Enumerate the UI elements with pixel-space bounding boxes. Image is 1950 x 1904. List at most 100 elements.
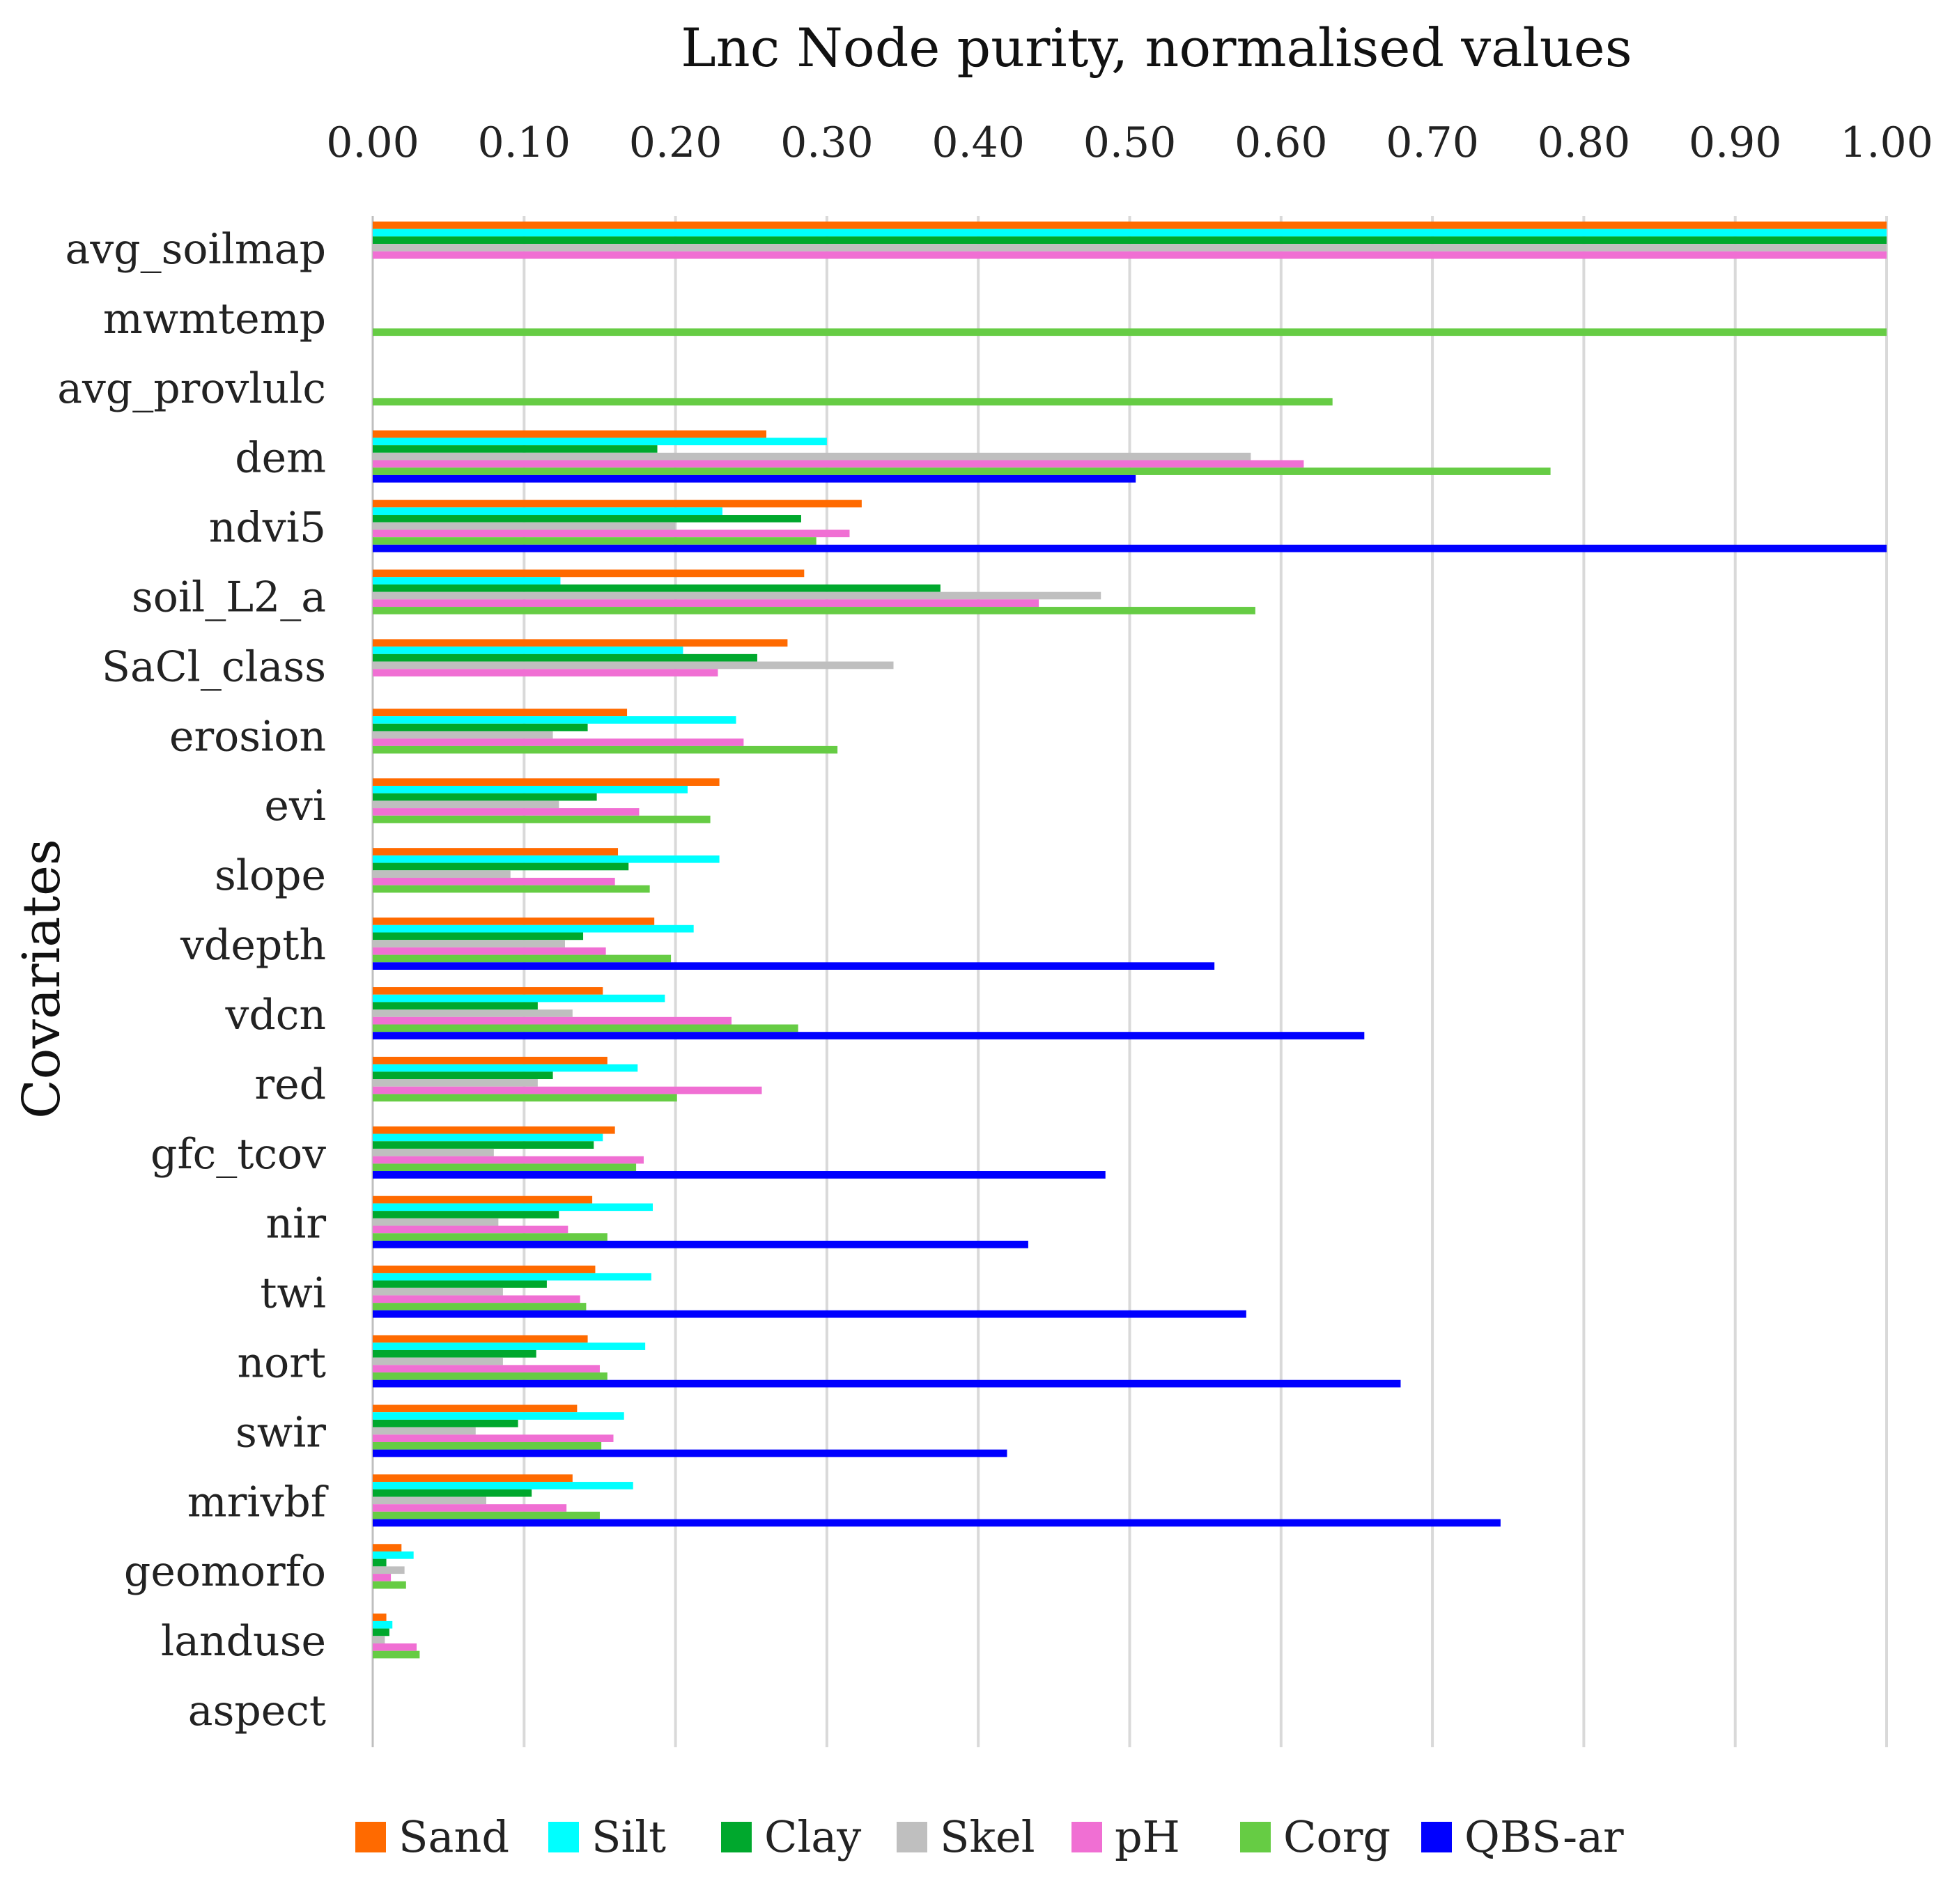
bar-ph-erosion [373, 738, 744, 746]
bar-silt-landuse [373, 1620, 393, 1629]
bar-sand-nort [373, 1335, 588, 1343]
bar-ph-ndvi5 [373, 529, 850, 538]
bar-clay-twi [373, 1280, 547, 1288]
bar-clay-avg-soilmap [373, 236, 1887, 245]
bars [373, 222, 1887, 1659]
bar-sand-geomorfo [373, 1544, 402, 1551]
bar-corg-nir [373, 1233, 608, 1241]
bar-ph-nir [373, 1225, 568, 1234]
category-label: evi [264, 782, 326, 830]
bar-silt-red [373, 1064, 638, 1072]
bar-skel-slope [373, 870, 511, 878]
x-axis-ticks: 0.00 0.10 0.20 0.30 0.40 0.50 0.60 0.70 0.80 0.90… [326, 118, 1933, 167]
bar-corg-erosion [373, 745, 838, 754]
bar-clay-nort [373, 1349, 536, 1358]
bar-ph-soil-l2-a [373, 599, 1039, 607]
bar-corg-twi [373, 1303, 587, 1310]
bar-silt-avg-soilmap [373, 229, 1887, 237]
bar-sand-sacl-class [373, 639, 788, 647]
bar-qbs-ar-swir [373, 1449, 1007, 1457]
bar-ph-dem [373, 460, 1304, 468]
bar-qbs-ar-dem [373, 474, 1136, 483]
bar-sand-erosion [373, 709, 628, 717]
bar-corg-nort [373, 1372, 608, 1380]
bar-ph-sacl-class [373, 669, 718, 676]
bar-qbs-ar-mrivbf [373, 1519, 1501, 1527]
bar-silt-nort [373, 1342, 646, 1350]
bar-sand-red [373, 1056, 608, 1065]
bar-clay-dem [373, 445, 658, 453]
bar-ph-gfc-tcov [373, 1156, 644, 1164]
bar-sand-ndvi5 [373, 500, 862, 508]
bar-silt-twi [373, 1273, 651, 1281]
category-label: landuse [161, 1617, 326, 1666]
bar-clay-mrivbf [373, 1489, 532, 1497]
bar-skel-mrivbf [373, 1496, 486, 1505]
bar-clay-landuse [373, 1628, 389, 1636]
bar-ph-mrivbf [373, 1504, 567, 1512]
bar-corg-mwmtemp [373, 328, 1887, 336]
category-label: erosion [169, 712, 326, 761]
bar-sand-twi [373, 1265, 596, 1274]
legend-swatch [548, 1822, 579, 1852]
legend-swatch [355, 1822, 386, 1852]
bar-sand-soil-l2-a [373, 569, 805, 578]
bar-clay-nir [373, 1211, 559, 1218]
category-label: vdepth [180, 921, 326, 970]
bar-skel-dem [373, 452, 1251, 460]
bar-silt-geomorfo [373, 1551, 414, 1559]
bar-corg-gfc-tcov [373, 1163, 637, 1172]
bar-silt-mrivbf [373, 1482, 633, 1489]
category-label: slope [215, 851, 326, 900]
bar-silt-dem [373, 438, 827, 446]
bar-qbs-ar-gfc-tcov [373, 1171, 1106, 1179]
bar-skel-vdepth [373, 940, 565, 947]
bar-sand-mrivbf [373, 1474, 573, 1483]
bar-qbs-ar-vdepth [373, 962, 1215, 970]
legend-label: Skel [940, 1811, 1035, 1862]
bar-ph-slope [373, 877, 615, 885]
legend-swatch [1240, 1822, 1271, 1852]
bar-clay-gfc-tcov [373, 1141, 594, 1149]
bar-qbs-ar-nort [373, 1379, 1401, 1388]
bar-ph-evi [373, 808, 640, 816]
bar-qbs-ar-nir [373, 1240, 1028, 1248]
bar-silt-slope [373, 855, 720, 863]
category-label: nir [265, 1200, 326, 1248]
bar-skel-geomorfo [373, 1566, 405, 1574]
bar-clay-vdcn [373, 1002, 538, 1010]
legend-label: Sand [398, 1811, 509, 1862]
bar-corg-ndvi5 [373, 537, 817, 545]
bar-corg-vdcn [373, 1024, 798, 1032]
bar-clay-sacl-class [373, 653, 757, 662]
legend-label: Clay [764, 1811, 861, 1862]
bar-clay-red [373, 1071, 553, 1080]
bar-ph-avg-soilmap [373, 251, 1887, 259]
legend: Sand Silt Clay Skel pH Corg QBS-ar [355, 1811, 1624, 1862]
category-label: swir [235, 1408, 326, 1457]
category-label: avg_soilmap [65, 225, 326, 274]
bar-qbs-ar-twi [373, 1310, 1246, 1318]
bar-ph-twi [373, 1295, 580, 1303]
bar-clay-swir [373, 1419, 518, 1427]
bar-ph-swir [373, 1434, 614, 1442]
bar-sand-landuse [373, 1613, 387, 1621]
bar-skel-avg-soilmap [373, 244, 1887, 251]
chart-title: Lnc Node purity, normalised values [681, 17, 1632, 79]
bar-sand-vdcn [373, 987, 603, 995]
category-label: red [254, 1060, 326, 1109]
bar-sand-avg-soilmap [373, 222, 1887, 229]
bar-sand-dem [373, 430, 766, 438]
bar-corg-dem [373, 467, 1551, 475]
bar-clay-slope [373, 862, 629, 871]
bar-skel-swir [373, 1427, 476, 1435]
bar-silt-soil-l2-a [373, 577, 561, 585]
x-tick-label: 0.60 [1235, 118, 1328, 167]
bar-corg-geomorfo [373, 1581, 406, 1589]
bar-skel-evi [373, 800, 559, 809]
bar-clay-vdepth [373, 932, 584, 941]
bar-clay-geomorfo [373, 1558, 387, 1567]
bar-skel-gfc-tcov [373, 1148, 494, 1156]
category-label: vdcn [224, 991, 326, 1039]
